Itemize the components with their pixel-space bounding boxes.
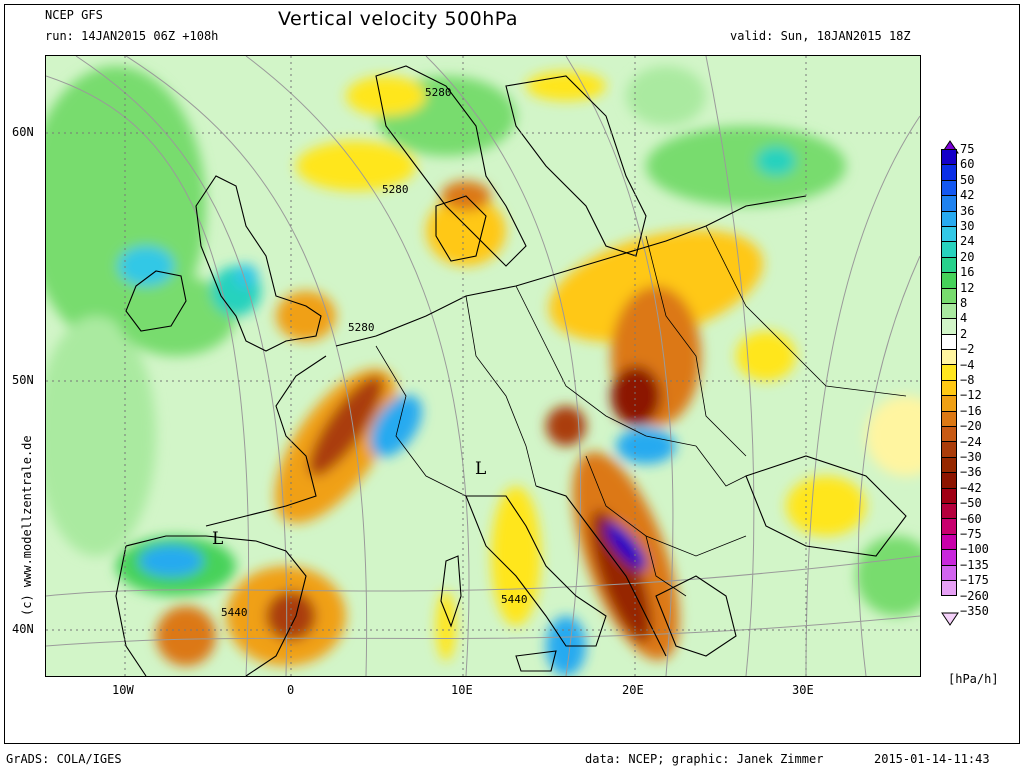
colorbar-label: 75 [960,142,975,156]
colorbar-label: −42 [960,480,982,495]
contour-label: 5280 [382,183,409,196]
colorbar-swatch [941,242,957,258]
colorbar-swatch [941,350,957,366]
colorbar-label: −8 [960,373,975,387]
colorbar-label: −60 [960,511,982,526]
lon-label: 30E [792,683,814,697]
colorbar-swatch [941,534,957,551]
country-borders [375,225,907,597]
colorbar-label: 30 [960,219,975,233]
footer-software: GrADS: COLA/IGES [6,752,122,766]
colorbar-label: 60 [960,157,975,172]
colorbar-swatch [941,226,957,243]
copyright-text: (c) www.modellzentrale.de [20,435,34,616]
map-canvas: 5280 5280 5280 5440 5440 L L [46,56,920,676]
velocity-field [46,66,920,676]
lat-label: 50N [12,373,34,387]
colorbar-label: −4 [960,357,975,372]
lon-label: 10E [451,683,473,697]
colorbar-label: −36 [960,465,982,480]
colorbar-bottom-arrow [941,612,959,626]
run-info: run: 14JAN2015 06Z +108h [45,29,219,43]
colorbar-swatch [941,365,957,381]
colorbar-label: 20 [960,249,975,264]
colorbar-swatch [941,165,957,181]
colorbar [941,149,957,597]
colorbar-swatch [941,334,957,351]
units-label: [hPa/h] [948,672,999,686]
colorbar-label: −16 [960,403,982,418]
colorbar-label: −135 [960,557,989,572]
colorbar-label: 4 [960,311,968,326]
chart-title: Vertical velocity 500hPa [278,8,519,30]
weather-map[interactable]: 5280 5280 5280 5440 5440 L L [45,55,921,677]
colorbar-label: 8 [960,296,968,310]
colorbar-swatch [941,273,957,289]
lon-label: 10W [112,683,134,697]
colorbar-label: 12 [960,280,975,295]
colorbar-swatch [941,427,957,443]
colorbar-swatch [941,565,957,581]
colorbar-label: −175 [960,573,989,588]
footer-credits: data: NCEP; graphic: Janek Zimmer [585,752,824,766]
colorbar-swatch [941,303,957,320]
colorbar-swatch [941,319,957,335]
contour-label: 5280 [425,86,452,99]
lon-label: 20E [622,683,644,697]
colorbar-label: 50 [960,172,975,187]
colorbar-swatch [941,457,957,474]
colorbar-label: 36 [960,203,975,218]
lon-label: 0 [287,683,295,697]
lat-lon-grid [46,56,920,676]
colorbar-label: −20 [960,419,982,434]
colorbar-swatch [941,257,957,274]
colorbar-swatch [941,396,957,412]
colorbar-swatch [941,180,957,197]
valid-time: valid: Sun, 18JAN2015 18Z [730,29,911,43]
colorbar-label: −260 [960,588,989,603]
colorbar-label: 2 [960,326,968,341]
colorbar-swatch [941,488,957,504]
colorbar-swatch [941,411,957,428]
colorbar-swatch [941,288,957,304]
contour-label: 5440 [221,606,248,619]
footer-timestamp: 2015-01-14-11:43 [874,752,990,766]
colorbar-label: 24 [960,234,975,249]
colorbar-label: −30 [960,450,982,464]
colorbar-label: 16 [960,265,975,280]
colorbar-swatch [941,473,957,489]
colorbar-label: 42 [960,188,975,203]
model-name: NCEP GFS [45,8,103,22]
lat-label: 60N [12,125,34,139]
geopotential-contours [46,56,920,676]
coastlines [115,65,907,676]
colorbar-label: −75 [960,527,982,541]
colorbar-swatch [941,196,957,212]
colorbar-label: −24 [960,434,982,449]
contour-label: 5280 [348,321,375,334]
low-pressure-marker: L [475,459,486,479]
colorbar-label: −50 [960,496,982,511]
contour-label: 5440 [501,593,528,606]
colorbar-swatch [941,550,957,566]
colorbar-swatch [941,442,957,458]
figure-frame [4,4,1020,744]
colorbar-swatch [941,503,957,520]
colorbar-label: −12 [960,388,982,403]
colorbar-swatch [941,211,957,227]
low-pressure-marker: L [212,529,223,549]
colorbar-swatch [941,580,957,597]
colorbar-label: −2 [960,342,975,357]
colorbar-label: −350 [960,604,989,618]
lat-label: 40N [12,622,34,636]
colorbar-swatch [941,519,957,535]
colorbar-label: −100 [960,542,989,557]
colorbar-swatch [941,380,957,397]
colorbar-swatch [941,150,957,166]
